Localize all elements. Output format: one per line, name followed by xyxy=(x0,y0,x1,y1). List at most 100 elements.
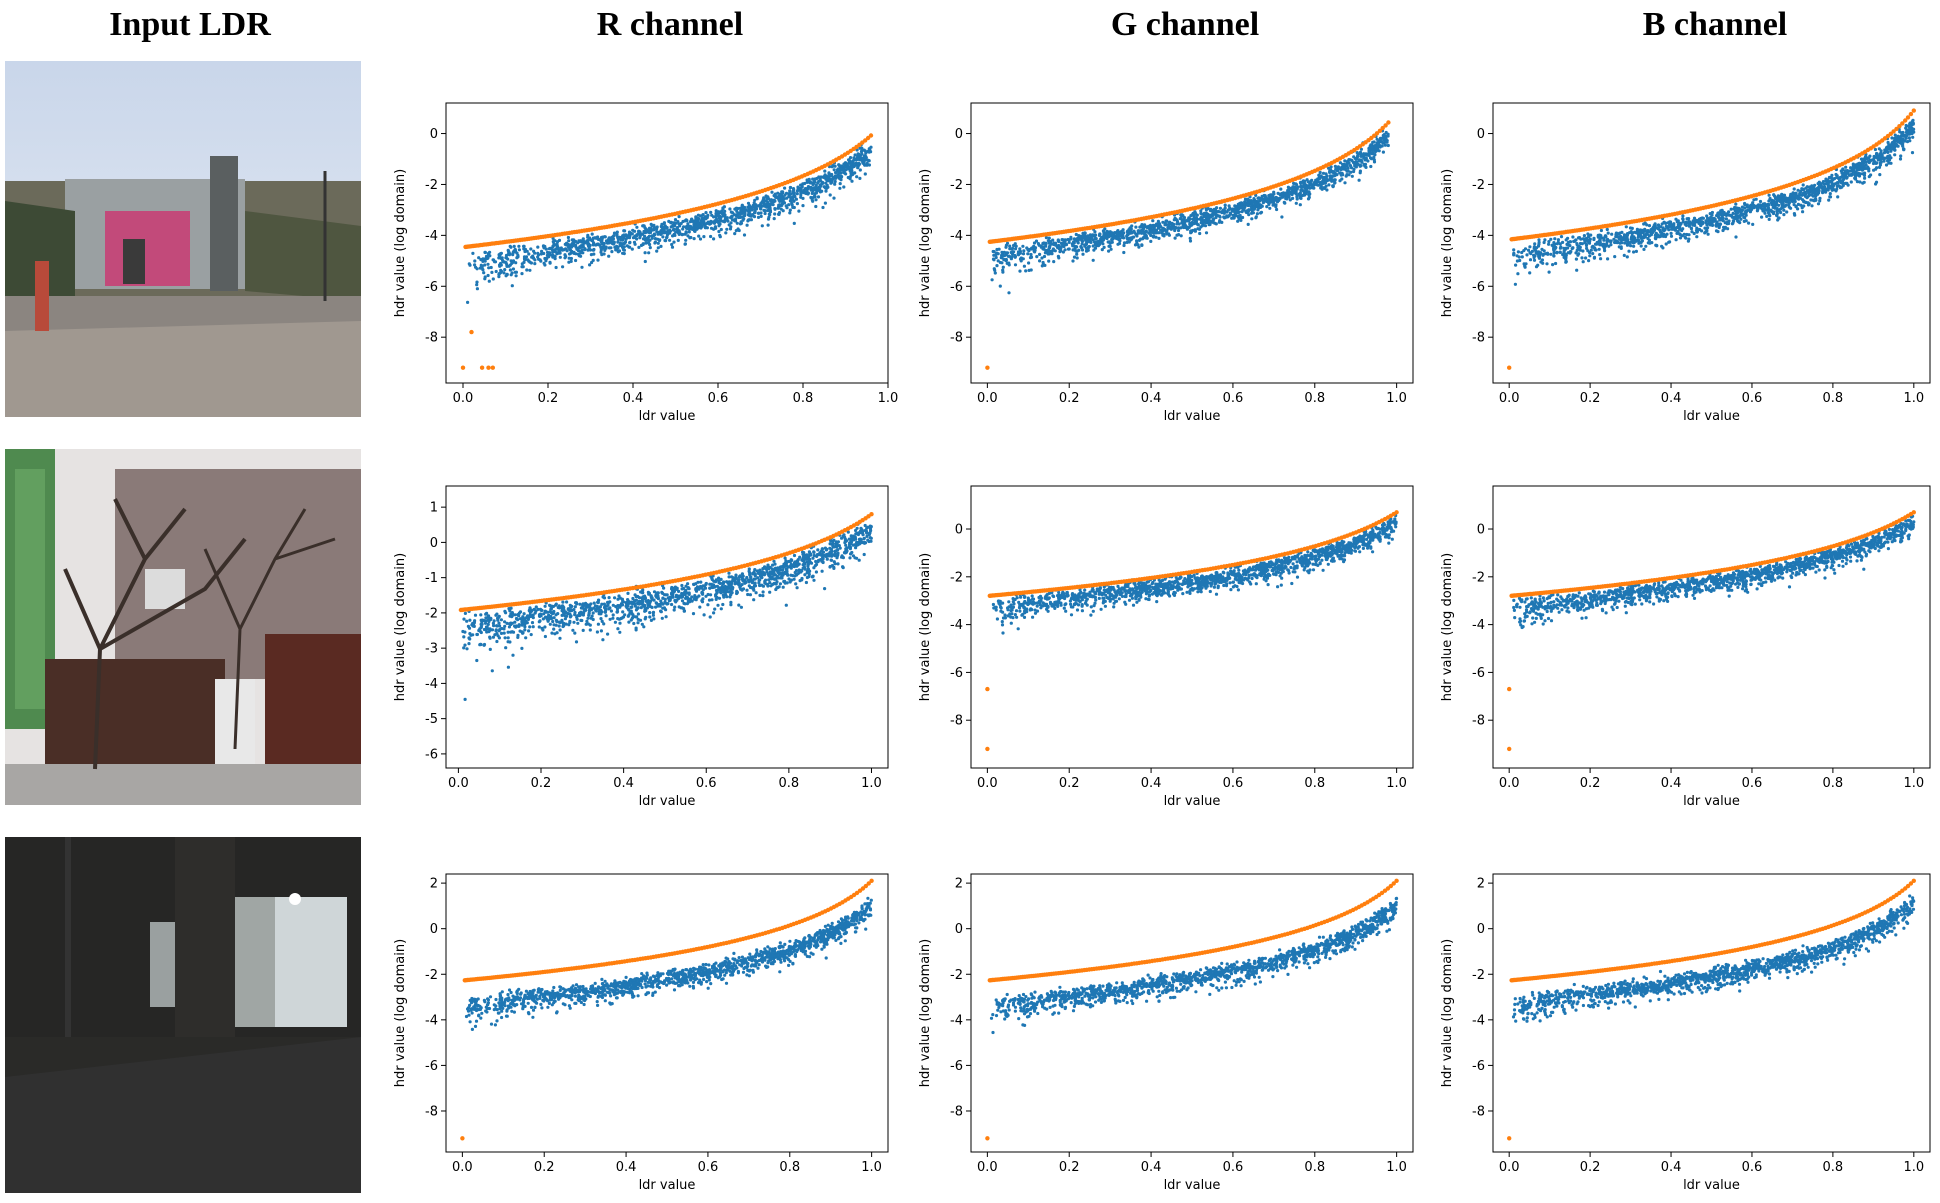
hdr-point xyxy=(509,245,513,249)
hdr-point xyxy=(533,251,537,255)
hdr-point xyxy=(1341,173,1345,177)
hdr-point xyxy=(1144,230,1148,234)
hdr-point xyxy=(1801,210,1805,214)
hdr-point xyxy=(1107,244,1111,248)
hdr-point xyxy=(544,247,548,251)
hdr-point xyxy=(1512,248,1516,252)
hdr-point xyxy=(1149,239,1153,243)
hdr-point xyxy=(1827,175,1831,180)
hdr-point xyxy=(1240,205,1244,209)
hdr-point xyxy=(735,221,739,225)
hdr-point xyxy=(1053,249,1057,253)
hdr-point xyxy=(1181,220,1185,224)
hdr-point xyxy=(633,242,637,246)
hdr-point xyxy=(1022,264,1026,268)
input-photo-night-entrance xyxy=(5,837,361,1193)
hdr-point xyxy=(504,253,509,257)
hdr-point xyxy=(616,249,620,253)
hdr-point xyxy=(991,249,995,254)
hdr-point xyxy=(1668,240,1672,244)
hdr-point xyxy=(1026,252,1030,256)
hdr-point xyxy=(1327,166,1331,170)
hdr-point xyxy=(1559,235,1564,239)
hdr-point xyxy=(763,211,767,216)
y-tick-label: -8 xyxy=(950,331,963,346)
hdr-point xyxy=(1863,176,1867,180)
hdr-point xyxy=(1222,215,1226,219)
hdr-point xyxy=(591,611,595,615)
hdr-point xyxy=(553,257,557,261)
hdr-point xyxy=(673,218,678,222)
hdr-point xyxy=(1027,249,1031,253)
hdr-point xyxy=(669,220,673,224)
hdr-point xyxy=(616,240,620,244)
hdr-point xyxy=(528,268,532,272)
hdr-point xyxy=(1352,169,1356,174)
hdr-point xyxy=(586,235,590,239)
hdr-point xyxy=(1272,192,1276,196)
hdr-point xyxy=(847,158,851,162)
hdr-point xyxy=(1614,233,1618,237)
hdr-point xyxy=(1356,154,1360,159)
hdr-point xyxy=(1911,122,1915,126)
hdr-point xyxy=(802,188,806,192)
hdr-point xyxy=(719,227,723,232)
hdr-point xyxy=(1007,291,1011,295)
hdr-point xyxy=(1165,232,1169,236)
hdr-point xyxy=(1179,216,1183,220)
hdr-point xyxy=(1650,230,1654,234)
hdr-point xyxy=(858,168,862,172)
hdr-point xyxy=(760,224,764,228)
hdr-point xyxy=(1853,175,1857,179)
hdr-point xyxy=(1799,203,1803,207)
hdr-point xyxy=(1734,212,1738,216)
hdr-point xyxy=(1302,185,1306,189)
hdr-point xyxy=(1581,237,1585,241)
hdr-point xyxy=(1161,220,1165,224)
hdr-point xyxy=(1520,255,1524,259)
x-tick-label: 0.8 xyxy=(1823,391,1844,406)
hdr-point xyxy=(839,164,844,168)
hdr-point xyxy=(1047,236,1051,240)
hdr-point xyxy=(997,247,1001,251)
hdr-point xyxy=(1179,213,1183,217)
hdr-point xyxy=(473,263,477,267)
hdr-point xyxy=(615,233,619,237)
hdr-point xyxy=(823,169,827,173)
hdr-point xyxy=(1224,215,1228,219)
hdr-point xyxy=(503,620,507,624)
x-tick-label: 0.2 xyxy=(1059,391,1080,406)
hdr-point xyxy=(567,239,571,243)
x-tick-label: 0.6 xyxy=(708,391,729,406)
hdr-point xyxy=(1727,210,1731,214)
hdr-point xyxy=(1018,269,1022,273)
hdr-point xyxy=(1743,212,1747,216)
hdr-point xyxy=(1083,244,1087,248)
hdr-point xyxy=(1734,235,1738,239)
hdr-point xyxy=(1706,232,1710,236)
hdr-point xyxy=(1156,226,1161,230)
hdr-point xyxy=(1515,259,1519,263)
hdr-point xyxy=(1874,182,1878,186)
hdr-point xyxy=(1718,218,1722,222)
hdr-point xyxy=(1714,222,1718,226)
hdr-point xyxy=(848,166,852,170)
hdr-point xyxy=(1105,229,1109,233)
hdr-point xyxy=(1909,124,1913,128)
hdr-point xyxy=(552,248,556,252)
curve-point xyxy=(1386,120,1391,125)
hdr-point xyxy=(1254,215,1258,219)
hdr-point xyxy=(1848,173,1852,177)
hdr-point xyxy=(1062,243,1066,247)
hdr-point xyxy=(1208,220,1212,224)
hdr-point xyxy=(651,228,655,232)
hdr-point xyxy=(1576,245,1580,249)
hdr-point xyxy=(1789,206,1793,210)
hdr-point xyxy=(1334,167,1338,171)
hdr-point xyxy=(1571,246,1575,250)
hdr-point xyxy=(665,236,669,240)
hdr-point xyxy=(765,205,769,209)
hdr-point xyxy=(805,190,809,194)
hdr-point xyxy=(1587,238,1592,242)
hdr-point xyxy=(1073,247,1077,251)
